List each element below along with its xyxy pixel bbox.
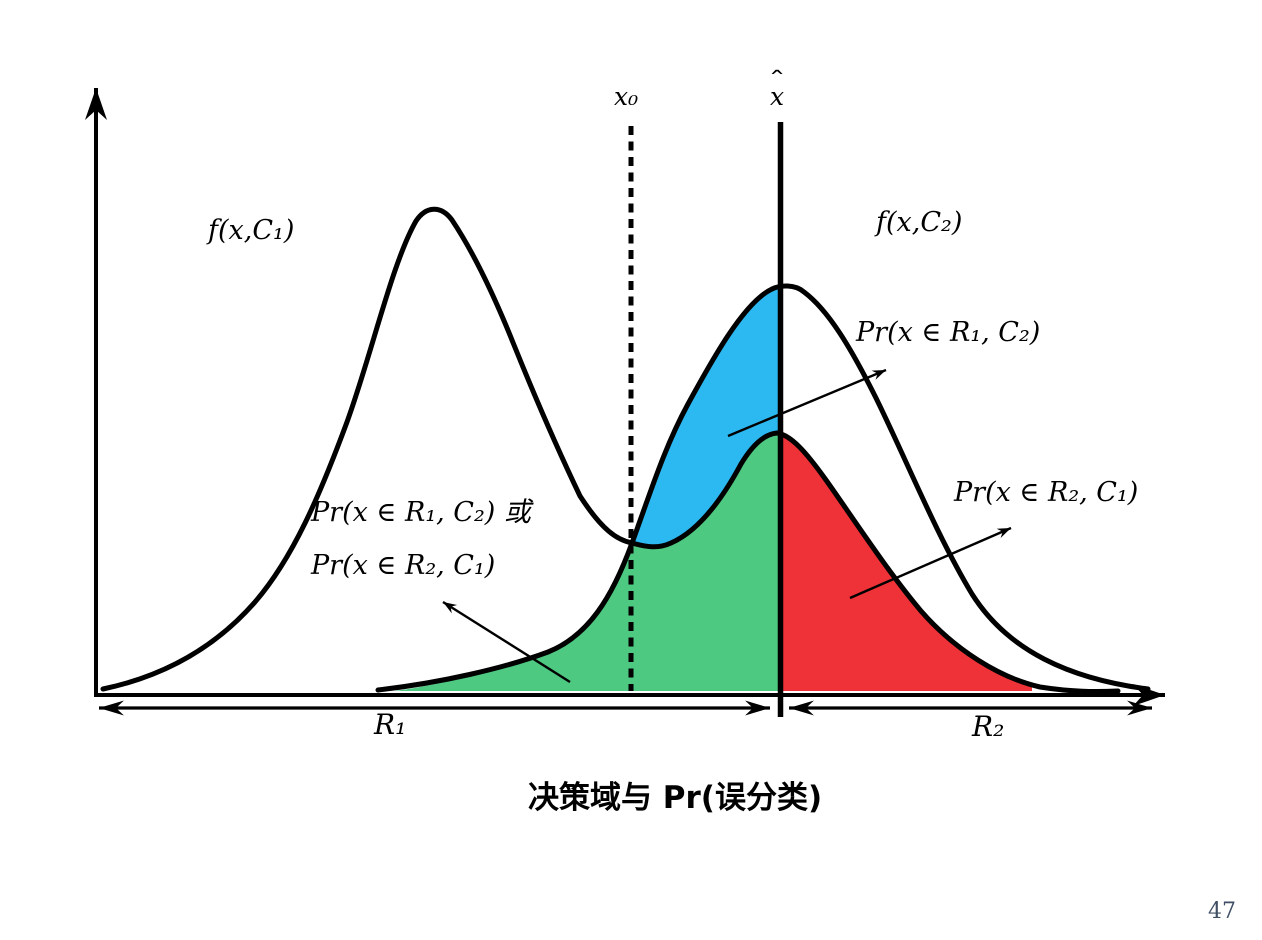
- label-x-hat-base: x: [770, 82, 785, 111]
- page-number: 47: [1208, 899, 1236, 924]
- hat-accent: ˆ: [768, 69, 786, 94]
- label-f-x-c1: f(x,C₁): [208, 215, 295, 246]
- slide-caption: 决策域与 Pr(误分类): [528, 780, 823, 816]
- label-red-region-probability: Pr(x ∈ R₂, C₁): [954, 477, 1139, 508]
- label-region-r1: R₁: [374, 708, 407, 741]
- blue-region-pointer-arrow: [727, 368, 887, 438]
- label-x-hat: x ˆ: [768, 69, 786, 111]
- label-blue-region-probability: Pr(x ∈ R₁, C₂): [856, 317, 1041, 348]
- label-green-region-probability-line1: Pr(x ∈ R₁, C₂) 或: [311, 497, 531, 528]
- red-region-c1-in-r2-area: [780, 434, 1032, 691]
- blue-region-extra-error-area: [632, 286, 780, 547]
- green-region-min-error-area: [395, 433, 780, 691]
- red-region-pointer-arrow: [849, 526, 1012, 600]
- label-x0: x₀: [614, 82, 639, 111]
- label-region-r2: R₂: [972, 710, 1005, 743]
- curve-f-x-c1: [100, 206, 1121, 695]
- label-f-x-c2: f(x,C₂): [876, 207, 963, 238]
- green-region-pointer-arrow: [442, 600, 571, 684]
- label-green-region-probability-line2: Pr(x ∈ R₂, C₁): [311, 550, 496, 581]
- curve-f-x-c2: [375, 283, 1151, 693]
